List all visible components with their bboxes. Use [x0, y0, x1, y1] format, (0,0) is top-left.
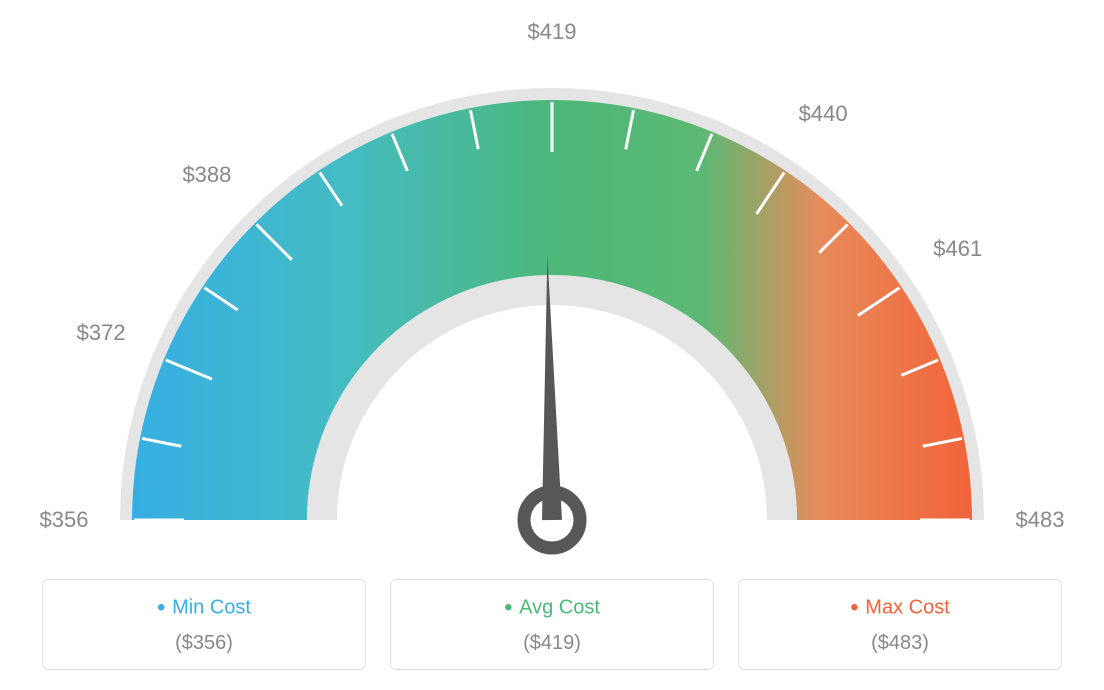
scale-label: $388 — [182, 162, 231, 188]
legend-value-max: ($483) — [739, 632, 1061, 655]
legend-box-avg: Avg Cost ($419) — [390, 579, 714, 670]
scale-label: $440 — [799, 101, 848, 127]
legend-value-avg: ($419) — [391, 632, 713, 655]
legend-label-min: Min Cost — [43, 594, 365, 622]
cost-gauge-chart: $356 $372 $388 $419 $440 $461 $483 Min Cost ($… — [0, 0, 1104, 690]
gauge-area: $356 $372 $388 $419 $440 $461 $483 — [0, 0, 1104, 560]
scale-label: $461 — [933, 236, 982, 262]
legend-label-max: Max Cost — [739, 594, 1061, 622]
legend-label-avg: Avg Cost — [391, 594, 713, 622]
scale-label: $483 — [1016, 507, 1065, 533]
scale-label: $372 — [77, 320, 126, 346]
gauge-svg — [0, 0, 1104, 560]
scale-label: $356 — [40, 507, 89, 533]
legend-box-max: Max Cost ($483) — [738, 579, 1062, 670]
legend-area: Min Cost ($356) Avg Cost ($419) Max Cost… — [0, 579, 1104, 670]
scale-label: $419 — [528, 19, 577, 45]
legend-value-min: ($356) — [43, 632, 365, 655]
legend-box-min: Min Cost ($356) — [42, 579, 366, 670]
